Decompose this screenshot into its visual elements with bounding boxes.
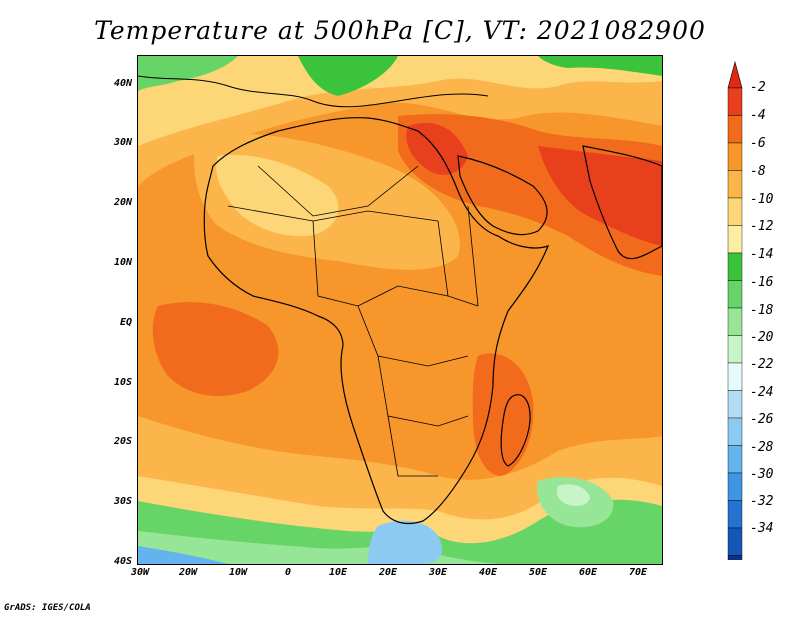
lon-label: 0 <box>284 567 292 578</box>
lon-label: 30W <box>130 567 150 578</box>
colorbar-label: -14 <box>750 247 774 262</box>
colorbar-top-arrow <box>727 60 743 89</box>
lat-label: 40S <box>113 556 132 567</box>
lat-label: 40N <box>113 78 132 89</box>
lat-label: 30N <box>113 137 132 148</box>
lon-label: 10E <box>328 567 348 578</box>
colorbar-segment <box>727 197 743 226</box>
lat-label: 20S <box>113 436 132 447</box>
madagascar-warm <box>472 353 534 476</box>
colorbar-label: -18 <box>750 303 774 318</box>
colorbar-segment <box>727 225 743 254</box>
lat-label: EQ <box>119 317 132 328</box>
colorbar-label: -12 <box>750 219 774 234</box>
colorbar-segment <box>727 362 743 391</box>
colorbar-segment <box>727 280 743 309</box>
atlantic-warm <box>152 302 279 396</box>
colorbar-label: -2 <box>750 80 766 95</box>
colorbar-segment <box>727 417 743 446</box>
colorbar-label: -6 <box>750 136 766 151</box>
lon-label: 20E <box>378 567 398 578</box>
map-title: Temperature at 500hPa [C], VT: 202108290… <box>94 16 706 45</box>
indian-ocean-pale <box>556 484 590 506</box>
country-borders <box>227 165 479 477</box>
colorbar-label: -22 <box>750 357 774 372</box>
colorbar-segment <box>727 335 743 364</box>
southwest-blue <box>138 546 228 564</box>
lon-label: 70E <box>628 567 648 578</box>
mediterranean-green <box>298 56 398 96</box>
colorbar-segment <box>727 170 743 199</box>
egypt-hot <box>406 122 468 175</box>
colorbar-label: -8 <box>750 164 766 179</box>
colorbar-segment <box>727 472 743 501</box>
madagascar-outline <box>500 394 531 467</box>
colorbar-label: -16 <box>750 275 774 290</box>
india-hot <box>538 146 662 246</box>
grads-credit: GrADS: IGES/COLA <box>4 603 91 613</box>
colorbar-segment <box>727 445 743 474</box>
temperature-map <box>137 55 663 565</box>
colorbar-label: -32 <box>750 494 774 509</box>
sahara-cool <box>216 155 339 237</box>
lon-label: 40E <box>478 567 498 578</box>
colorbar-segment <box>727 87 743 116</box>
lat-label: 10N <box>113 257 132 268</box>
colorbar-segment <box>727 142 743 171</box>
colorbar-label: -28 <box>750 440 774 455</box>
arabia-outline <box>457 155 548 236</box>
africa-coastline <box>203 117 550 525</box>
lon-label: 50E <box>528 567 548 578</box>
northeast-green <box>538 56 662 76</box>
northwest-green <box>138 56 238 91</box>
colorbar-label: -4 <box>750 108 766 123</box>
northern-cool-band <box>138 56 662 146</box>
lon-label: 20W <box>178 567 198 578</box>
lon-label: 30E <box>428 567 448 578</box>
colorbar-label: -24 <box>750 385 774 400</box>
colorbar-segment <box>727 115 743 144</box>
colorbar-segment <box>727 390 743 419</box>
colorbar-segment <box>727 252 743 281</box>
colorbar-segment <box>727 555 743 560</box>
lon-label: 10W <box>228 567 248 578</box>
lon-label: 60E <box>578 567 598 578</box>
lat-label: 30S <box>113 496 132 507</box>
lat-label: 20N <box>113 197 132 208</box>
cape-blue <box>368 520 442 564</box>
india-outline <box>582 145 662 260</box>
europe-coastline <box>138 75 489 108</box>
colorbar-label: -10 <box>750 192 774 207</box>
colorbar-segment <box>727 527 743 556</box>
colorbar <box>727 60 743 560</box>
lat-label: 10S <box>113 377 132 388</box>
colorbar-label: -34 <box>750 521 774 536</box>
colorbar-segment <box>727 500 743 529</box>
colorbar-label: -26 <box>750 412 774 427</box>
map-canvas <box>138 56 662 564</box>
colorbar-segment <box>727 307 743 336</box>
colorbar-label: -20 <box>750 330 774 345</box>
colorbar-label: -30 <box>750 467 774 482</box>
